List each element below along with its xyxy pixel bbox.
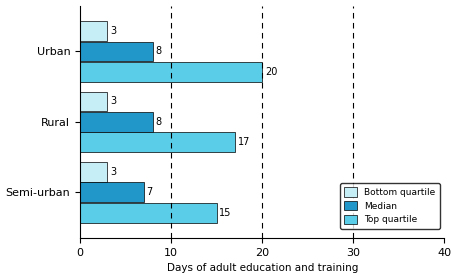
Bar [80,42,153,61]
X-axis label: Days of adult education and training: Days of adult education and training [166,263,358,273]
Bar [80,92,107,111]
Bar [80,133,235,152]
Legend: Bottom quartile, Median, Top quartile: Bottom quartile, Median, Top quartile [340,183,440,229]
Text: 8: 8 [156,46,162,56]
Bar [80,162,107,182]
Bar [80,182,144,202]
Text: 3: 3 [110,97,116,106]
Text: 15: 15 [219,208,232,218]
Text: 7: 7 [147,187,153,197]
Text: 3: 3 [110,26,116,36]
Text: 8: 8 [156,117,162,127]
Text: 20: 20 [265,67,277,77]
Bar [80,62,262,82]
Text: 17: 17 [238,137,250,147]
Bar [80,112,153,132]
Text: 3: 3 [110,167,116,177]
Bar [80,203,217,223]
Bar [80,21,107,41]
